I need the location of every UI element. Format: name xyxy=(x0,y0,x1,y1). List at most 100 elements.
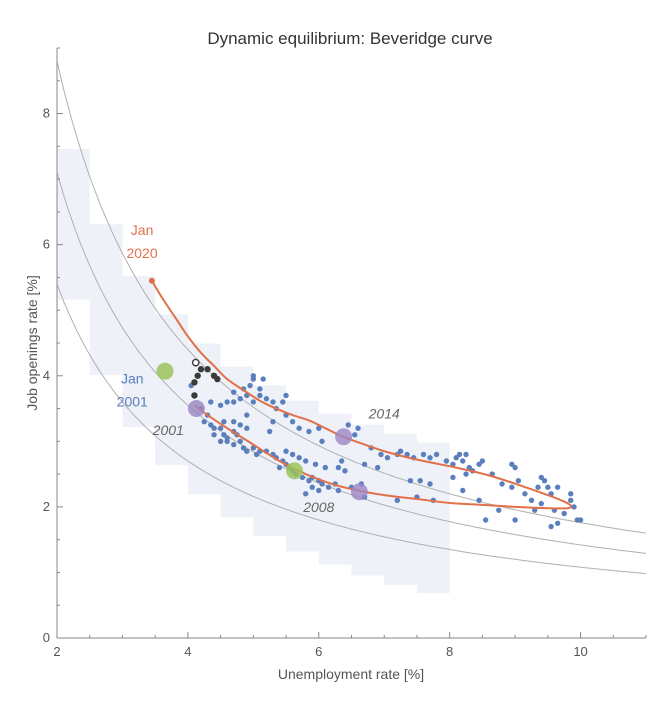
scatter-point xyxy=(568,491,574,497)
scatter-point xyxy=(407,477,414,484)
scatter-point xyxy=(237,396,243,402)
scatter-point xyxy=(306,428,312,435)
green-highlight-point xyxy=(156,362,174,380)
scatter-point xyxy=(538,474,544,481)
scatter-point xyxy=(289,451,296,458)
scatter-point xyxy=(231,399,237,405)
scatter-point xyxy=(512,464,518,471)
scatter-point xyxy=(316,487,322,494)
scatter-point xyxy=(253,451,260,458)
scatter-point xyxy=(548,523,554,530)
purple-highlight-point xyxy=(187,400,205,418)
scatter-point xyxy=(528,497,535,504)
scatter-point xyxy=(479,458,486,464)
annotation-label: 2008 xyxy=(302,499,334,515)
scatter-point xyxy=(309,484,315,490)
dark-point xyxy=(191,379,198,386)
scatter-point xyxy=(554,484,561,490)
scatter-point xyxy=(453,455,459,461)
scatter-point xyxy=(325,484,332,490)
scatter-point xyxy=(211,432,217,438)
scatter-point xyxy=(512,517,518,523)
scatter-point xyxy=(283,392,289,399)
scatter-point xyxy=(296,425,302,431)
scatter-point xyxy=(561,510,567,517)
scatter-point xyxy=(496,507,502,513)
scatter-point xyxy=(266,428,273,435)
scatter-point xyxy=(260,376,266,382)
scatter-point xyxy=(352,432,358,438)
scatter-point xyxy=(522,491,528,497)
scatter-point xyxy=(427,481,433,487)
orange-trajectory-line xyxy=(151,280,572,510)
scatter-point xyxy=(420,451,427,458)
scatter-point xyxy=(319,438,325,445)
scatter-point xyxy=(224,438,230,445)
green-highlight-point xyxy=(286,462,304,480)
purple-highlight-point xyxy=(335,428,353,446)
chart-title: Dynamic equilibrium: Beveridge curve xyxy=(207,29,492,48)
dark-point xyxy=(194,372,201,379)
annotation-label: Jan xyxy=(121,371,144,387)
scatter-point xyxy=(231,418,237,425)
scatter-point xyxy=(247,382,253,389)
scatter-point xyxy=(509,484,515,490)
dark-point xyxy=(204,366,211,373)
y-tick-label: 2 xyxy=(43,499,50,514)
scatter-point xyxy=(319,481,325,487)
scatter-point xyxy=(541,477,548,484)
annotation-label: 2001 xyxy=(152,422,184,438)
open-point xyxy=(191,358,200,367)
y-tick-label: 0 xyxy=(43,630,50,645)
scatter-point xyxy=(355,425,361,431)
scatter-point xyxy=(394,497,401,504)
scatter-point xyxy=(515,477,522,484)
scatter-point xyxy=(237,422,243,428)
scatter-point xyxy=(456,451,463,458)
scatter-points xyxy=(188,373,584,530)
scatter-point xyxy=(476,497,482,504)
scatter-point xyxy=(217,438,224,445)
annotation-label: 2001 xyxy=(117,394,148,410)
scatter-point xyxy=(460,458,466,464)
annotation-label: Jan xyxy=(131,222,154,238)
scatter-point xyxy=(244,412,250,418)
scatter-point xyxy=(384,455,391,461)
y-axis-label: Job openings rate [%] xyxy=(24,275,40,410)
scatter-point xyxy=(577,517,584,523)
x-axis-label: Unemployment rate [%] xyxy=(278,666,424,682)
scatter-point xyxy=(482,517,489,523)
scatter-point xyxy=(397,448,404,454)
x-tick-label: 6 xyxy=(315,644,322,659)
scatter-point xyxy=(270,399,276,405)
scatter-point xyxy=(460,487,466,494)
scatter-point xyxy=(338,458,345,464)
purple-highlight-point xyxy=(350,483,368,501)
scatter-point xyxy=(237,438,243,445)
scatter-point xyxy=(345,422,351,428)
x-tick-label: 10 xyxy=(573,644,587,659)
scatter-point xyxy=(316,425,322,431)
scatter-point xyxy=(312,461,319,467)
scatter-point xyxy=(322,464,329,471)
scatter-point xyxy=(335,464,342,471)
scatter-point xyxy=(240,445,247,451)
scatter-point xyxy=(499,481,505,487)
scatter-point xyxy=(466,464,472,471)
scatter-point xyxy=(417,477,423,484)
scatter-point xyxy=(554,520,561,526)
scatter-point xyxy=(361,461,368,467)
annotation-label: 2014 xyxy=(368,405,400,421)
dark-point xyxy=(214,375,221,383)
scatter-point xyxy=(257,392,263,399)
scatter-point xyxy=(509,461,515,467)
scatter-point xyxy=(335,487,342,494)
scatter-point xyxy=(450,474,456,481)
scatter-point xyxy=(374,464,381,471)
reference-curve xyxy=(57,58,646,534)
scatter-point xyxy=(208,399,214,405)
scatter-point xyxy=(443,458,450,464)
scatter-point xyxy=(378,451,384,458)
